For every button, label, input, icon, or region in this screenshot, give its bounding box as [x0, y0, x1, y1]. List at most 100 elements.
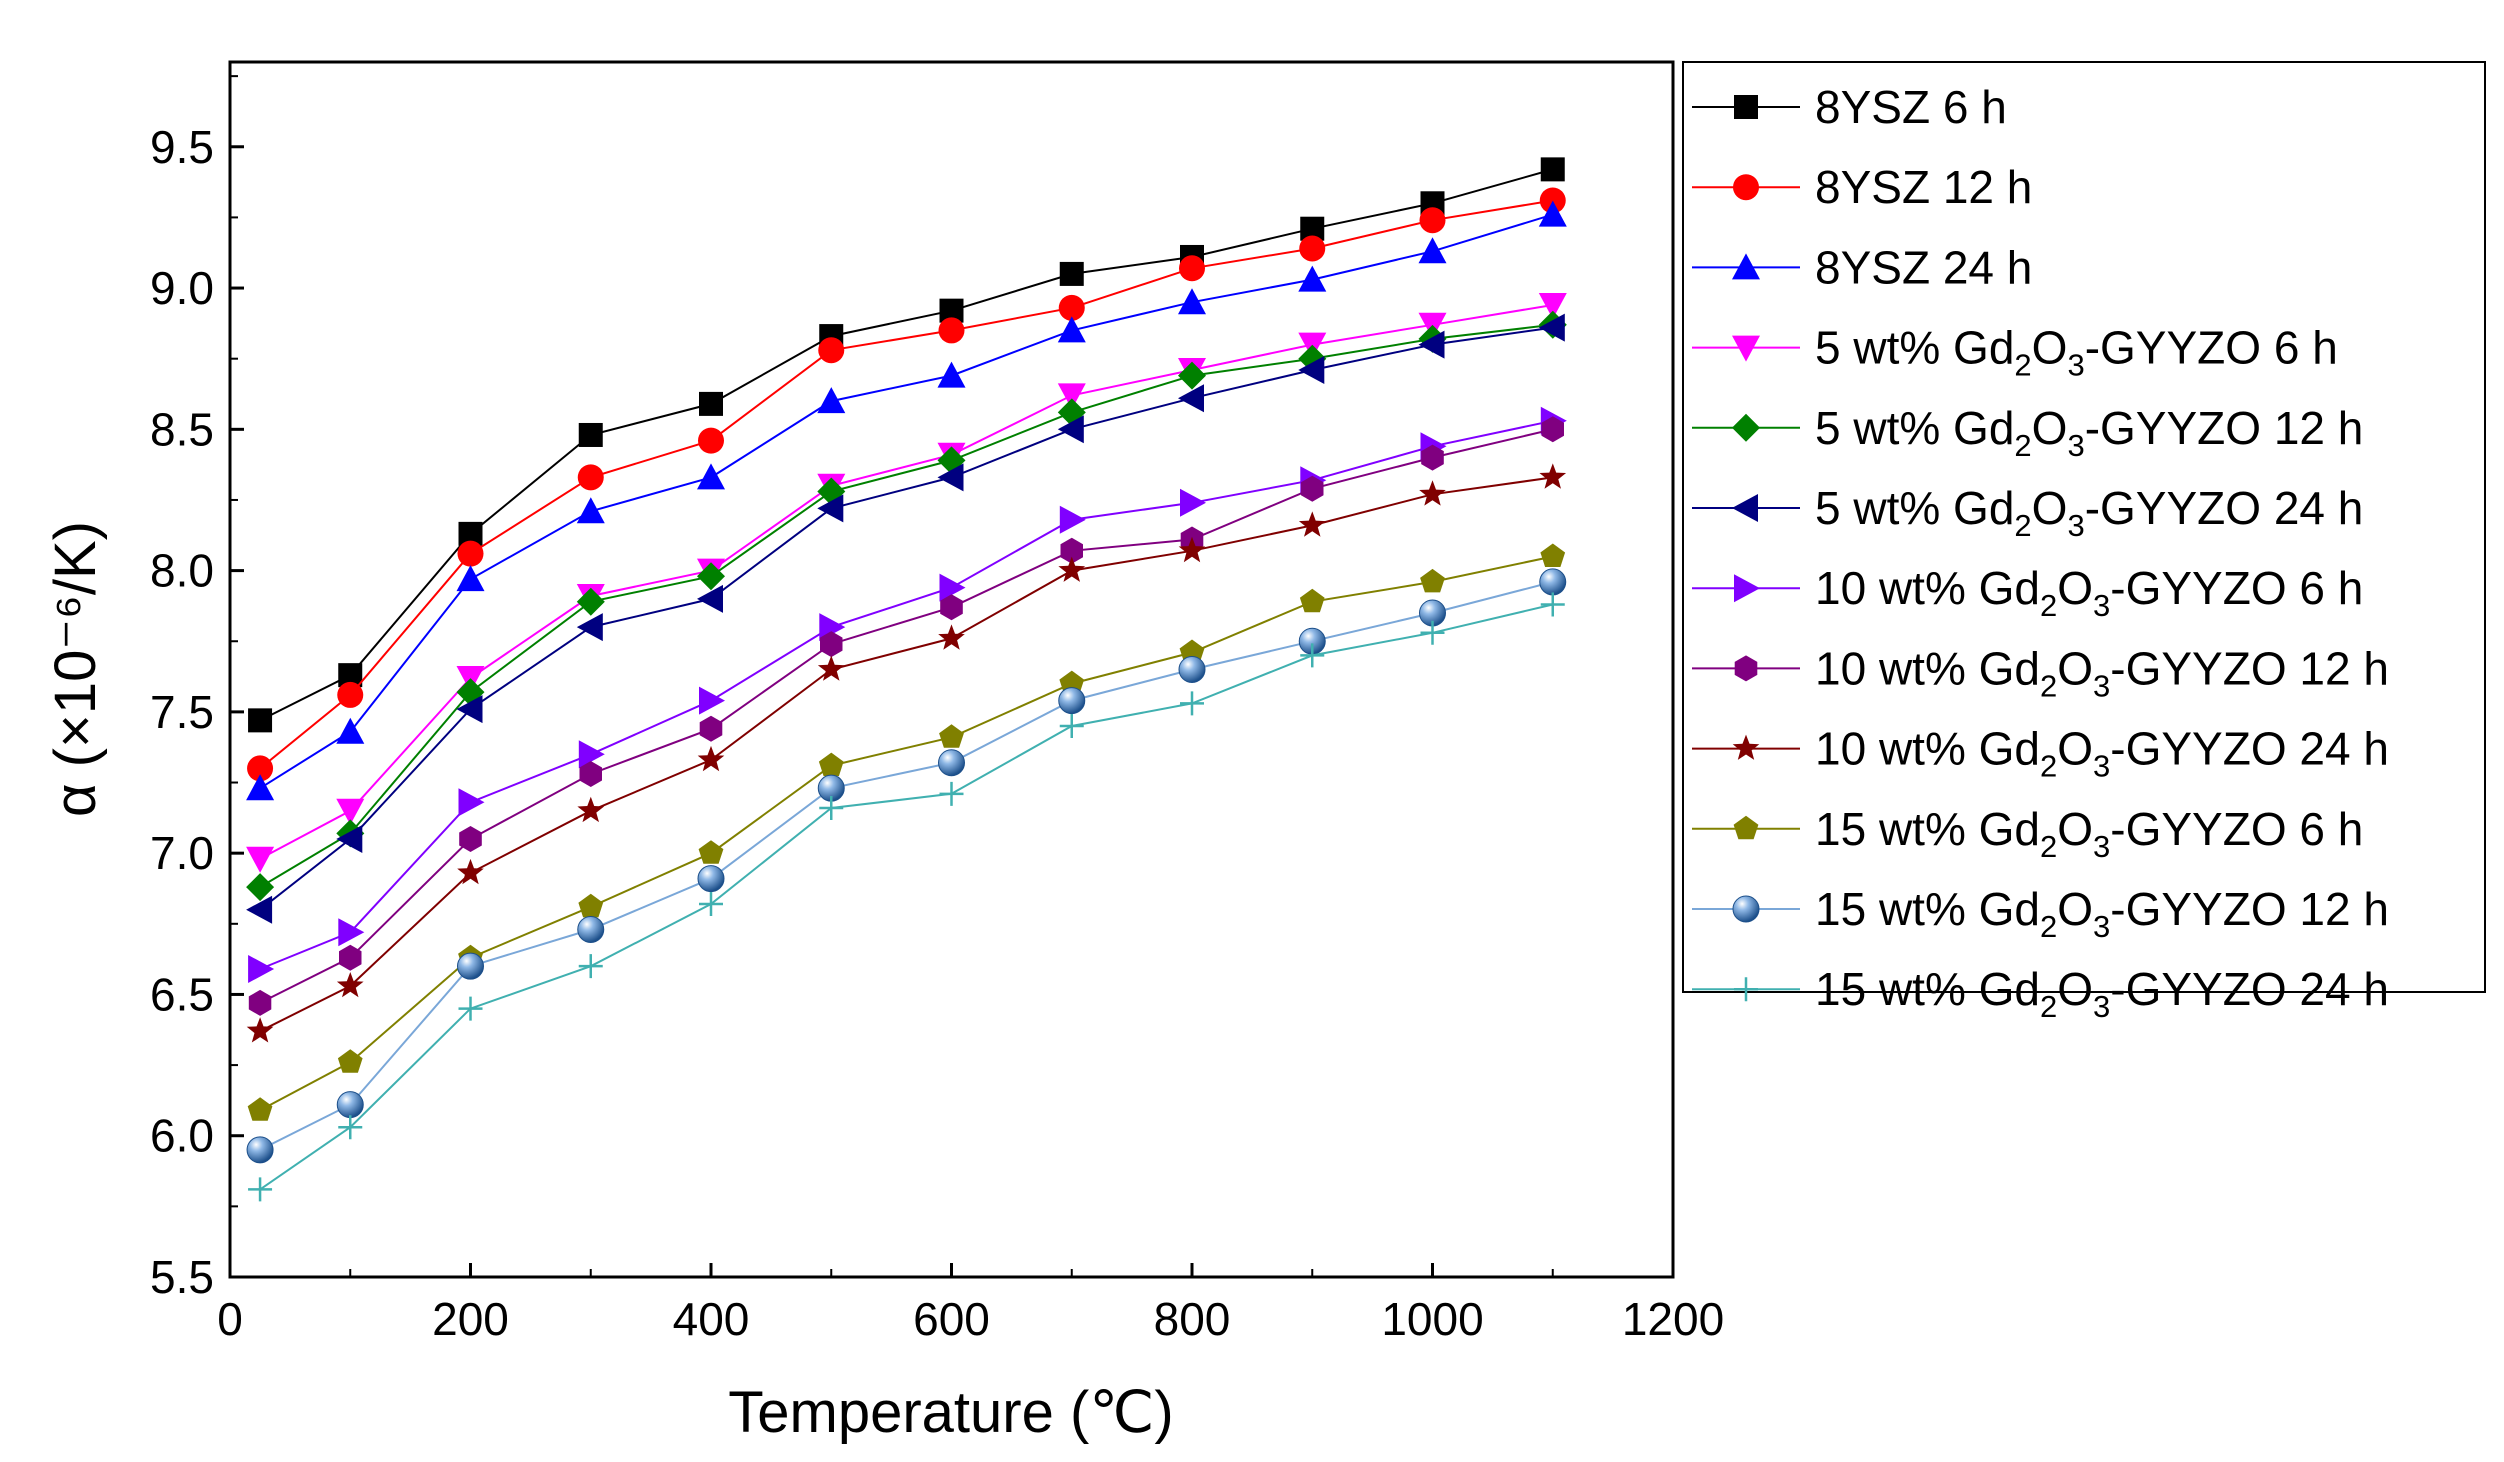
series-line	[259, 580, 1554, 1151]
data-point	[578, 954, 603, 979]
y-tick-label: 9.5	[150, 121, 214, 173]
legend-label-part: 2	[2014, 348, 2031, 383]
data-point	[817, 655, 845, 681]
legend-label-part: -GYYZO 6 h	[2085, 322, 2338, 374]
data-point	[457, 952, 484, 980]
data-point	[1057, 383, 1086, 410]
data-point	[1420, 620, 1445, 645]
series-line	[259, 323, 1553, 888]
data-point	[699, 686, 725, 715]
legend-label-part: O	[2032, 322, 2068, 374]
data-point	[1419, 207, 1446, 234]
legend-label-part: O	[2032, 482, 2068, 534]
legend-label: 8YSZ 24 h	[1815, 241, 2032, 293]
legend-label: 8YSZ 6 h	[1815, 81, 2007, 133]
data-point	[819, 613, 846, 642]
data-point	[1298, 511, 1326, 537]
data-point	[697, 584, 723, 613]
data-point	[1057, 316, 1086, 343]
y-axis-title: α (×10⁻⁶/K)	[43, 521, 108, 817]
data-point	[578, 893, 604, 918]
series-line	[259, 419, 1554, 970]
x-axis-title: Temperature (℃)	[728, 1380, 1173, 1445]
legend-label-part: 2	[2040, 749, 2057, 784]
data-point	[337, 1049, 363, 1073]
x-axis-ticks: 0 200 400 600 800 1000 1200	[217, 1263, 1724, 1345]
legend-label-part: 2	[2040, 588, 2057, 623]
data-point	[247, 1097, 273, 1121]
data-point	[817, 387, 846, 414]
data-point	[248, 1177, 273, 1202]
legend-label: 10 wt% Gd2O3-GYYZO 24 h	[1815, 723, 2389, 784]
data-point	[1060, 537, 1083, 564]
legend-label-part: 3	[2067, 348, 2084, 383]
legend-marker	[1734, 574, 1760, 603]
legend-label-part: O	[2057, 803, 2093, 855]
data-point	[246, 1136, 274, 1164]
data-point	[1539, 187, 1566, 214]
data-point	[699, 715, 723, 742]
legend-label-part: 5 wt% Gd	[1815, 322, 2014, 374]
legend-label: 15 wt% Gd2O3-GYYZO 6 h	[1815, 803, 2363, 864]
legend-label: 8YSZ 12 h	[1815, 161, 2032, 213]
series-line	[259, 603, 1554, 1191]
data-point	[697, 865, 725, 893]
data-point	[1540, 592, 1565, 617]
data-point	[338, 918, 365, 947]
data-point	[697, 562, 725, 591]
legend-label-part: 3	[2093, 749, 2110, 784]
data-point	[246, 846, 275, 873]
legend-item: 8YSZ 6 h	[1692, 81, 2007, 133]
y-tick-label: 7.5	[150, 686, 214, 738]
data-point	[248, 955, 275, 983]
data-point	[1538, 200, 1567, 227]
data-point	[697, 463, 725, 490]
data-point	[577, 796, 605, 823]
data-point	[697, 745, 725, 772]
legend-marker	[1732, 335, 1760, 362]
legend-label-part: -GYYZO 12 h	[2110, 883, 2389, 935]
data-point	[1538, 313, 1565, 342]
data-point	[1180, 488, 1206, 517]
legend-label-part: 3	[2093, 668, 2110, 703]
data-point	[1420, 568, 1445, 593]
data-point	[1178, 536, 1206, 563]
legend-item: 8YSZ 24 h	[1692, 241, 2032, 293]
data-point	[1298, 356, 1325, 384]
data-point	[1540, 157, 1565, 182]
legend-label-part: 2	[2014, 428, 2031, 463]
legend-label-part: 8YSZ 12 h	[1815, 161, 2032, 213]
data-point	[818, 752, 844, 777]
y-tick-label: 6.0	[150, 1110, 214, 1162]
data-point	[336, 798, 365, 825]
data-point	[336, 825, 363, 853]
data-point	[1059, 505, 1086, 534]
legend-marker	[1734, 655, 1758, 682]
legend-label-part: 3	[2093, 989, 2110, 1024]
data-point	[576, 587, 605, 616]
data-point	[939, 781, 964, 806]
legend-label-part: 5 wt% Gd	[1815, 402, 2014, 454]
legend-label-part: -GYYZO 12 h	[2110, 642, 2389, 694]
series-line	[259, 199, 1553, 770]
data-point	[456, 565, 485, 592]
data-point	[937, 463, 964, 492]
data-point	[246, 895, 273, 924]
data-point	[1540, 543, 1566, 567]
data-point	[1059, 261, 1084, 286]
legend-label: 5 wt% Gd2O3-GYYZO 12 h	[1815, 402, 2363, 463]
legend-label: 15 wt% Gd2O3-GYYZO 24 h	[1815, 963, 2389, 1024]
legend-label-part: O	[2057, 883, 2093, 935]
legend-marker	[1734, 95, 1758, 119]
legend-label-part: 2	[2040, 909, 2057, 944]
data-point	[1541, 416, 1564, 443]
legend-label: 10 wt% Gd2O3-GYYZO 12 h	[1815, 642, 2389, 703]
legend-item: 10 wt% Gd2O3-GYYZO 12 h	[1692, 642, 2389, 703]
legend-label: 5 wt% Gd2O3-GYYZO 6 h	[1815, 322, 2338, 383]
legend-item: 15 wt% Gd2O3-GYYZO 24 h	[1692, 963, 2389, 1024]
legend-item: 5 wt% Gd2O3-GYYZO 12 h	[1692, 402, 2363, 463]
data-point	[1178, 288, 1206, 315]
legend-label-part: 5 wt% Gd	[1815, 482, 2014, 534]
